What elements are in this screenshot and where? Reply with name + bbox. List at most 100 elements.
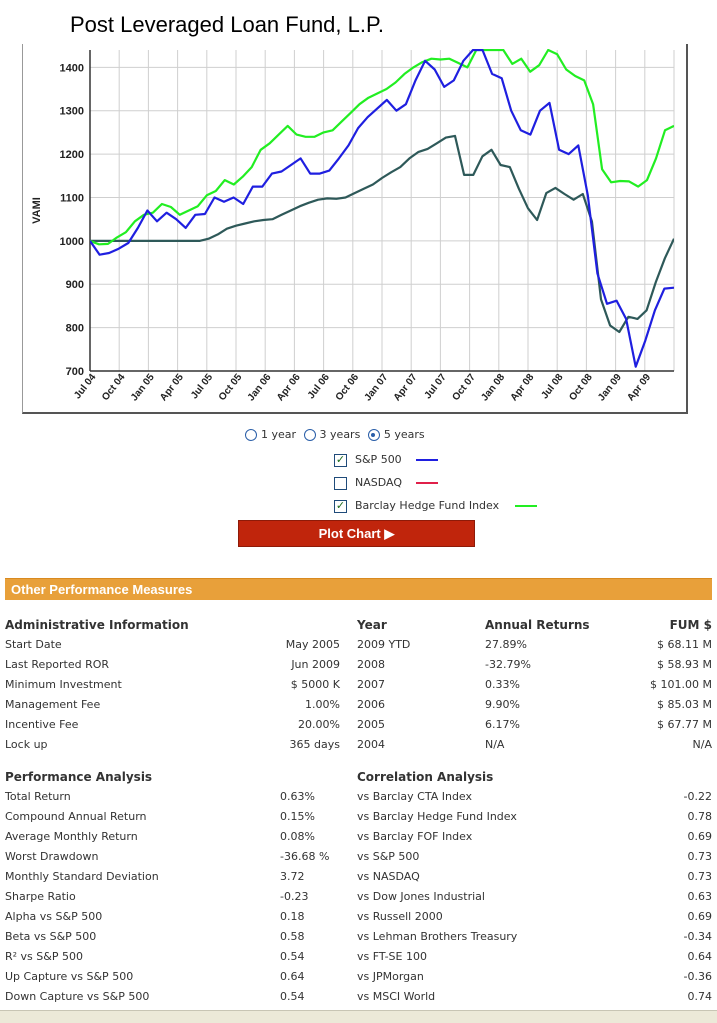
x-tick-label: Jul 05: [189, 372, 215, 401]
section-header: Other Performance Measures: [5, 578, 712, 600]
x-tick-label: Jan 09: [596, 372, 624, 404]
annual-returns-header: Annual Returns: [485, 618, 590, 632]
admin-row-value: Jun 2009: [291, 658, 340, 671]
annual-row-return: 9.90%: [485, 698, 520, 711]
correlation-row-value: 0.64: [687, 950, 713, 963]
annual-row-fum: $ 85.03 M: [657, 698, 712, 711]
admin-row-value: 365 days: [289, 738, 340, 751]
annual-row-year: 2004: [357, 738, 385, 751]
x-tick-label: Oct 08: [567, 372, 595, 403]
x-tick-label: Oct 05: [217, 372, 245, 403]
performance-row-label: Monthly Standard Deviation: [5, 870, 159, 883]
period-1y-label: 1 year: [261, 428, 297, 441]
performance-row-label: Down Capture vs S&P 500: [5, 990, 150, 1003]
annual-row-fum: $ 68.11 M: [657, 638, 712, 651]
period-5y-radio[interactable]: [367, 429, 380, 441]
performance-row-value: 0.58: [280, 930, 305, 943]
annual-row-return: 0.33%: [485, 678, 520, 691]
series-toggle-sp500: ✓ S&P 500: [334, 453, 438, 467]
performance-row-label: R² vs S&P 500: [5, 950, 83, 963]
performance-row-label: Up Capture vs S&P 500: [5, 970, 134, 983]
y-tick-label: 700: [66, 366, 84, 378]
y-tick-label: 1400: [60, 62, 84, 74]
performance-row-label: Average Monthly Return: [5, 830, 138, 843]
nasdaq-checkbox[interactable]: [334, 476, 347, 490]
series-toggle-nasdaq: NASDAQ: [334, 476, 439, 490]
annual-row-fum: N/A: [692, 738, 712, 751]
series-line-fund: [90, 134, 674, 334]
plot-chart-button[interactable]: Plot Chart ▶: [238, 520, 475, 547]
status-bar: [0, 1010, 717, 1023]
year-header: Year: [357, 618, 387, 632]
x-tick-label: Apr 08: [509, 372, 537, 404]
annual-row-fum: $ 67.77 M: [657, 718, 712, 731]
annual-row-fum: $ 101.00 M: [650, 678, 712, 691]
series-line-s-p-500: [90, 49, 674, 368]
admin-row-value: 20.00%: [298, 718, 340, 731]
performance-row-value: -0.23: [280, 890, 309, 903]
correlation-row-value: 0.73: [687, 850, 713, 863]
x-tick-label: Apr 05: [158, 372, 186, 404]
y-tick-label: 1300: [60, 106, 84, 118]
period-5y-label: 5 years: [383, 428, 425, 441]
period-selector: 1 year 3 years 5 years: [245, 428, 429, 441]
admin-row-value: 1.00%: [305, 698, 340, 711]
performance-row-label: Sharpe Ratio: [5, 890, 76, 903]
admin-row-label: Lock up: [5, 738, 48, 751]
annual-row-return: 6.17%: [485, 718, 520, 731]
admin-row-label: Incentive Fee: [5, 718, 79, 731]
correlation-row-value: -0.34: [683, 930, 712, 943]
section-title: Other Performance Measures: [11, 582, 193, 597]
annual-row-fum: $ 58.93 M: [657, 658, 712, 671]
sp500-checkbox[interactable]: ✓: [334, 452, 347, 467]
y-tick-label: 1100: [60, 192, 84, 204]
x-tick-label: Oct 06: [334, 372, 362, 403]
correlation-row-label: vs Barclay Hedge Fund Index: [357, 810, 517, 823]
performance-section: Other Performance Measures Administrativ…: [0, 572, 717, 1023]
sp500-swatch: [415, 459, 438, 461]
y-tick-label: 800: [66, 323, 84, 335]
performance-row-value: 0.64: [280, 970, 305, 983]
correlation-row-label: vs Russell 2000: [357, 910, 443, 923]
barclay-checkbox[interactable]: ✓: [334, 498, 347, 513]
series-line-barclay-hedge-fund-index: [90, 49, 674, 246]
nasdaq-label: NASDAQ: [355, 476, 403, 489]
page-title: Post Leveraged Loan Fund, L.P.: [70, 12, 384, 37]
x-tick-label: Oct 07: [450, 372, 478, 403]
annual-row-year: 2007: [357, 678, 385, 691]
y-tick-label: 1200: [60, 149, 84, 161]
y-axis-label: VAMI: [31, 197, 43, 224]
admin-row-value: May 2005: [285, 638, 340, 651]
correlation-row-label: vs JPMorgan: [357, 970, 424, 983]
performance-row-label: Beta vs S&P 500: [5, 930, 97, 943]
correlation-row-value: -0.36: [683, 970, 712, 983]
x-tick-label: Jul 06: [306, 372, 332, 401]
annual-row-year: 2005: [357, 718, 385, 731]
performance-row-label: Compound Annual Return: [5, 810, 147, 823]
performance-row-value: 0.08%: [280, 830, 315, 843]
series-toggle-barclay: ✓ Barclay Hedge Fund Index: [334, 498, 538, 513]
x-tick-label: Jan 08: [479, 372, 507, 404]
x-tick-label: Jan 07: [363, 372, 391, 404]
x-tick-label: Apr 07: [392, 372, 420, 404]
admin-row-label: Minimum Investment: [5, 678, 122, 691]
correlation-row-label: vs Dow Jones Industrial: [357, 890, 485, 903]
admin-row-label: Last Reported ROR: [5, 658, 110, 671]
admin-row-label: Start Date: [5, 638, 62, 651]
chart-controls: 1 year 3 years 5 years ✓ S&P 500 NASDAQ ✓…: [0, 420, 717, 570]
annual-row-year: 2006: [357, 698, 385, 711]
x-tick-label: Apr 09: [625, 372, 653, 404]
x-tick-label: Oct 04: [100, 372, 128, 403]
correlation-row-label: vs S&P 500: [357, 850, 420, 863]
annual-row-return: -32.79%: [485, 658, 531, 671]
barclay-label: Barclay Hedge Fund Index: [355, 499, 500, 512]
period-3y-radio[interactable]: [303, 429, 316, 441]
admin-row-value: $ 5000 K: [290, 678, 340, 691]
correlation-row-label: vs MSCI World: [357, 990, 436, 1003]
performance-row-value: 0.18: [280, 910, 305, 923]
correlation-row-value: 0.73: [687, 870, 713, 883]
admin-header: Administrative Information: [5, 618, 189, 632]
correlation-row-label: vs Barclay CTA Index: [357, 790, 473, 803]
period-1y-radio[interactable]: [245, 429, 257, 441]
annual-row-return: 27.89%: [485, 638, 527, 651]
